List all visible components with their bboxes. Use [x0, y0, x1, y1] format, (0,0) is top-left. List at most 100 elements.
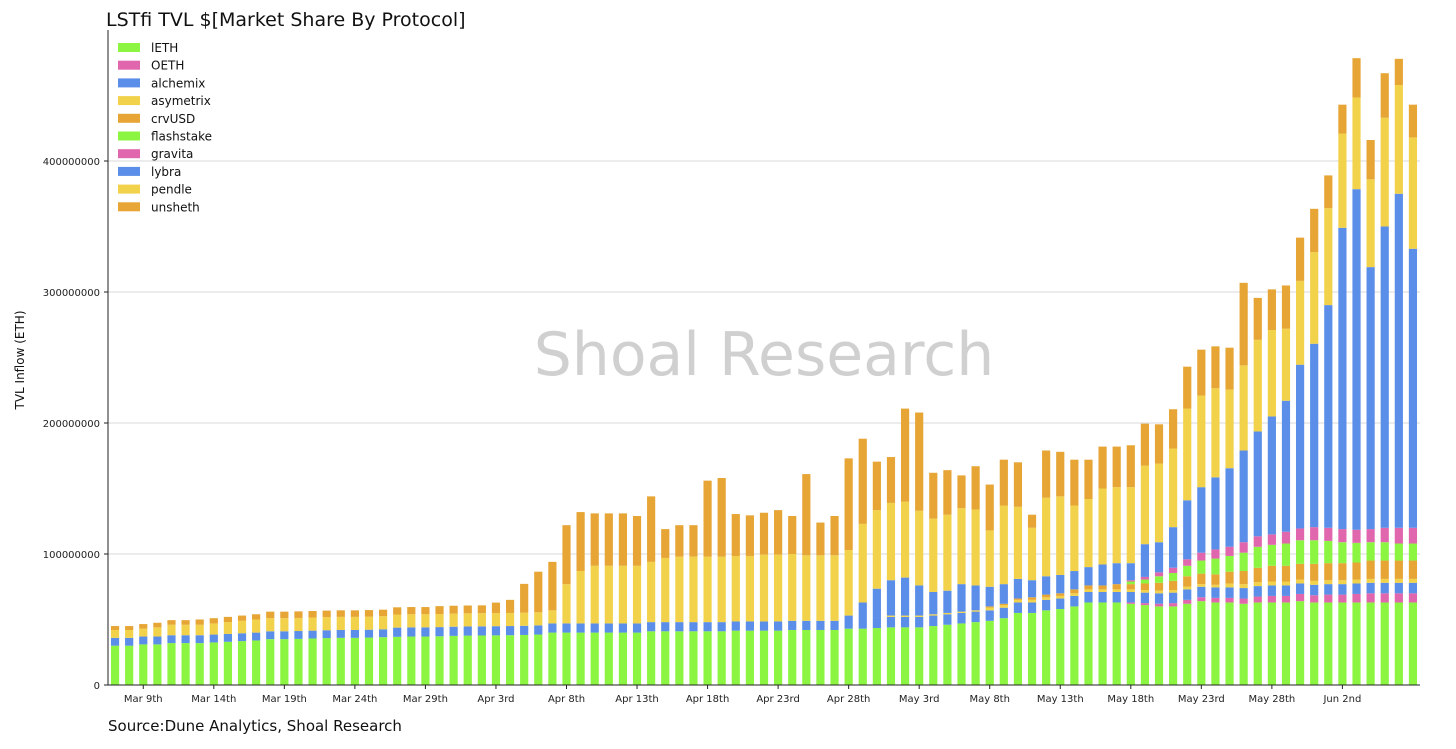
bar-segment-crvusd: [1084, 585, 1093, 590]
bar-segment-alchemix: [280, 631, 289, 640]
bar-segment-unsheth: [139, 624, 148, 629]
x-tick-label: Apr 8th: [548, 694, 585, 705]
bar-segment-pendle: [266, 618, 275, 632]
bar-segment-unsheth: [1281, 285, 1291, 329]
bar-segment-alchemix: [336, 629, 345, 638]
bar-segment-asymetrix: [1140, 590, 1149, 593]
bar-stack: [1112, 446, 1121, 685]
bar-segment-unsheth: [1197, 349, 1206, 396]
bar-segment-asymetrix: [1056, 595, 1065, 599]
bar-segment-oeth: [1267, 595, 1276, 603]
bar-segment-leth: [886, 627, 896, 685]
bar-segment-asymetrix: [1169, 590, 1178, 593]
bar-segment-oeth: [1394, 593, 1403, 603]
bar-segment-alchemix: [548, 623, 557, 633]
bar-segment-alchemix: [900, 616, 910, 628]
bar-segment-unsheth: [209, 618, 218, 624]
bar-segment-pendle: [1338, 133, 1347, 228]
bar-segment-unsheth: [336, 610, 345, 617]
bar-segment-flashstake: [1154, 576, 1164, 583]
bar-segment-unsheth: [364, 610, 374, 617]
bar-segment-alchemix: [379, 629, 388, 638]
bar-segment-leth: [491, 635, 501, 685]
bar-segment-oeth: [1211, 597, 1220, 603]
legend-swatch: [118, 113, 140, 123]
bar-segment-alchemix: [1366, 582, 1375, 594]
bar-segment-crvusd: [1394, 560, 1403, 579]
bar-segment-alchemix: [520, 625, 529, 635]
bar-segment-leth: [1013, 612, 1023, 685]
bar-segment-alchemix: [717, 622, 726, 632]
bar-segment-leth: [915, 627, 924, 685]
bar-segment-alchemix: [1084, 591, 1093, 603]
bar-segment-pendle: [1126, 487, 1135, 564]
bar-segment-crvusd: [1211, 574, 1220, 585]
bar-stack: [336, 610, 345, 685]
bar-segment-leth: [999, 618, 1008, 685]
bar-segment-alchemix: [1126, 591, 1135, 603]
bar-segment-pendle: [1211, 388, 1220, 478]
bar-segment-pendle: [915, 510, 924, 586]
bar-segment-flashstake: [1310, 540, 1319, 564]
bar-segment-alchemix: [647, 622, 656, 632]
bar-segment-flashstake: [1183, 565, 1192, 577]
bar-stack: [1211, 346, 1220, 685]
bar-segment-pendle: [675, 556, 684, 623]
bar-segment-leth: [125, 645, 134, 685]
bar-segment-lybra: [1042, 576, 1051, 595]
bar-segment-pendle: [364, 616, 374, 630]
bar-segment-alchemix: [223, 633, 233, 642]
bar-segment-oeth: [1197, 597, 1206, 602]
bar-stack: [110, 626, 120, 685]
bar-segment-crvusd: [1098, 585, 1107, 590]
bar-segment-alchemix: [308, 630, 317, 639]
bar-segment-leth: [1027, 612, 1037, 685]
bar-stacks: [110, 58, 1418, 685]
bar-segment-alchemix: [632, 623, 642, 633]
bar-segment-flashstake: [1366, 542, 1375, 561]
bar-segment-unsheth: [266, 611, 275, 619]
bar-stack: [167, 620, 176, 685]
bar-segment-flashstake: [1295, 540, 1305, 564]
bar-segment-asymetrix: [1295, 579, 1305, 584]
bar-segment-alchemix: [491, 626, 501, 636]
bar-segment-lybra: [872, 588, 881, 618]
bar-segment-pendle: [125, 629, 134, 638]
bar-segment-unsheth: [1352, 58, 1361, 98]
bar-segment-leth: [1295, 601, 1305, 685]
bar-segment-oeth: [1169, 603, 1178, 607]
bar-segment-crvusd: [1126, 584, 1135, 590]
bar-segment-leth: [661, 631, 670, 685]
bar-segment-crvusd: [1056, 593, 1065, 596]
bar-segment-alchemix: [788, 620, 797, 630]
bar-stack: [999, 459, 1008, 685]
bar-stack: [745, 515, 754, 685]
bar-segment-pendle: [237, 620, 247, 634]
bar-segment-leth: [280, 639, 289, 685]
bar-segment-leth: [858, 628, 867, 685]
bar-segment-leth: [463, 635, 472, 685]
bar-segment-unsheth: [491, 602, 501, 614]
bar-segment-asymetrix: [1366, 578, 1375, 583]
bar-segment-lybra: [1394, 193, 1403, 528]
bar-segment-leth: [774, 630, 783, 685]
bar-stack: [139, 624, 148, 685]
bar-segment-asymetrix: [1098, 589, 1107, 592]
bar-segment-pendle: [957, 508, 966, 585]
bar-segment-leth: [816, 629, 825, 685]
bar-stack: [534, 571, 543, 685]
bar-segment-unsheth: [1070, 459, 1079, 506]
bar-segment-unsheth: [872, 461, 881, 511]
bar-segment-alchemix: [125, 637, 134, 646]
bar-segment-leth: [477, 635, 486, 685]
y-axis-ticks: 0 100000000 200000000 300000000 400000000: [43, 157, 108, 692]
x-tick-label: Jun 2nd: [1322, 694, 1361, 705]
bar-segment-unsheth: [125, 626, 134, 630]
bar-stack: [985, 484, 994, 685]
bar-segment-alchemix: [435, 627, 444, 637]
bar-segment-leth: [336, 637, 345, 685]
bar-segment-crvusd: [1169, 580, 1178, 591]
bar-segment-leth: [449, 635, 458, 685]
bar-stack: [548, 561, 557, 685]
bar-segment-flashstake: [1126, 581, 1135, 585]
